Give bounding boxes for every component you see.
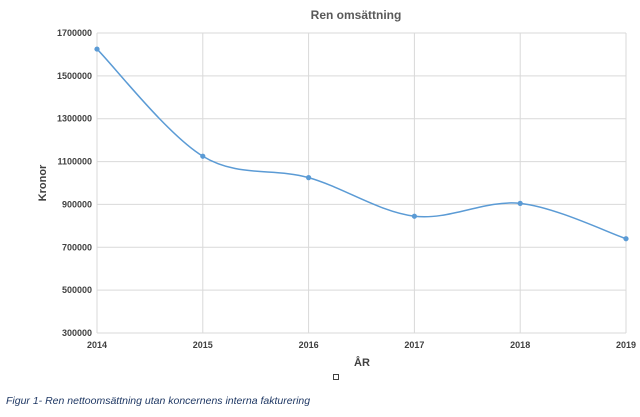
y-tick-label: 1300000 xyxy=(57,114,92,124)
data-point xyxy=(623,236,629,242)
data-point xyxy=(94,46,100,52)
y-axis-label: Kronor xyxy=(37,164,49,201)
y-tick-label: 500000 xyxy=(62,285,92,295)
x-tick-label: 2016 xyxy=(299,340,319,350)
figure-caption: Figur 1- Ren nettoomsättning utan koncer… xyxy=(6,395,311,407)
grid xyxy=(96,32,627,334)
y-axis-ticks: 300000 500000 700000 900000 1100000 1300000 15… xyxy=(57,28,92,338)
series xyxy=(94,46,629,242)
x-axis-ticks: 2014 2015 2016 2017 2018 2019 xyxy=(87,340,636,350)
y-tick-label: 1500000 xyxy=(57,71,92,81)
data-point xyxy=(517,200,523,206)
y-tick-label: 300000 xyxy=(62,328,92,338)
anchor-handle[interactable] xyxy=(333,374,339,380)
series-line xyxy=(96,48,627,240)
data-point xyxy=(411,213,417,219)
y-tick-label: 700000 xyxy=(62,242,92,252)
line-chart: Ren omsättning 300000 500000 700000 900000 1… xyxy=(37,8,636,369)
x-tick-label: 2015 xyxy=(193,340,213,350)
x-tick-label: 2017 xyxy=(404,340,424,350)
y-tick-label: 900000 xyxy=(62,199,92,209)
x-tick-label: 2019 xyxy=(616,340,636,350)
data-point xyxy=(306,175,312,181)
data-point xyxy=(200,153,206,159)
x-axis-label: ÅR xyxy=(354,356,370,369)
y-tick-label: 1700000 xyxy=(57,28,92,38)
y-tick-label: 1100000 xyxy=(57,157,92,167)
x-tick-label: 2014 xyxy=(87,340,107,350)
x-tick-label: 2018 xyxy=(510,340,530,350)
chart-title: Ren omsättning xyxy=(311,8,402,22)
